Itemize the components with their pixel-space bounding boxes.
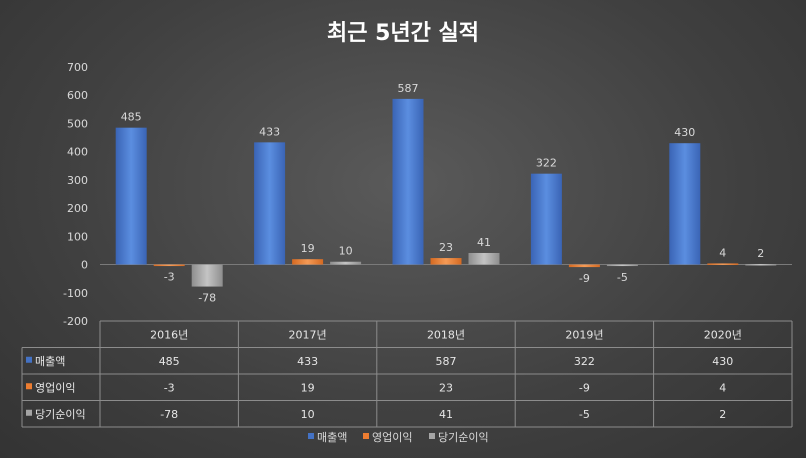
data-label: 587 <box>398 82 419 95</box>
y-tick-label: -100 <box>63 287 88 300</box>
category-label: 2017년 <box>289 328 327 341</box>
series-row-label: 당기순이익 <box>35 408 86 421</box>
y-tick-label: 100 <box>67 230 88 243</box>
chart-title: 최근 5년간 실적 <box>327 21 479 46</box>
data-label: 41 <box>477 236 491 249</box>
series-row-label: 매출액 <box>35 355 65 368</box>
y-tick-label: 500 <box>67 117 88 130</box>
table-cell: 587 <box>436 355 457 368</box>
bar-당기순이익-2018년 <box>468 252 500 265</box>
y-tick-label: 400 <box>67 146 88 159</box>
data-label: -5 <box>617 271 628 284</box>
table-cell: -3 <box>164 381 175 394</box>
data-label: 2 <box>757 247 764 260</box>
table-cell: -78 <box>160 408 178 421</box>
category-label: 2020년 <box>704 328 742 341</box>
table-cell: 2 <box>719 408 726 421</box>
legend-key <box>429 433 435 439</box>
y-tick-label: 200 <box>67 202 88 215</box>
table-cell: 4 <box>719 381 726 394</box>
table-cell: 430 <box>712 355 733 368</box>
data-label: 485 <box>121 111 142 124</box>
data-label: 19 <box>301 242 315 255</box>
table-cell: 41 <box>439 408 453 421</box>
bar-당기순이익-2019년 <box>606 264 638 267</box>
y-tick-label: 700 <box>67 61 88 74</box>
bar-당기순이익-2020년 <box>745 263 777 266</box>
bar-영업이익-2017년 <box>292 259 324 265</box>
category-label: 2016년 <box>150 328 188 341</box>
bar-매출액-2017년 <box>254 142 286 265</box>
data-label: 433 <box>259 125 280 138</box>
data-label: 23 <box>439 241 453 254</box>
bar-매출액-2016년 <box>115 127 147 265</box>
bar-영업이익-2020년 <box>707 263 739 265</box>
table-cell: 322 <box>574 355 595 368</box>
table-cell: -9 <box>579 381 590 394</box>
bar-영업이익-2019년 <box>568 264 600 268</box>
bar-매출액-2020년 <box>669 143 701 265</box>
y-tick-label: -200 <box>63 315 88 328</box>
data-label: -3 <box>164 270 175 283</box>
table-cell: 485 <box>159 355 180 368</box>
series-row-label: 영업이익 <box>35 381 75 394</box>
bar-영업이익-2018년 <box>430 258 462 265</box>
table-cell: 433 <box>297 355 318 368</box>
y-tick-label: 600 <box>67 89 88 102</box>
y-tick-label: 300 <box>67 174 88 187</box>
table-cell: 23 <box>439 381 453 394</box>
legend-label: 매출액 <box>317 431 347 444</box>
table-legend-key <box>26 356 32 363</box>
legend-key <box>308 433 314 439</box>
table-legend-key <box>26 409 32 416</box>
data-label: 430 <box>674 126 695 139</box>
data-label: -78 <box>198 292 216 305</box>
data-label: 10 <box>339 245 353 258</box>
bar-매출액-2019년 <box>530 173 562 265</box>
data-label: -9 <box>579 272 590 285</box>
legend-label: 당기순이익 <box>438 431 489 444</box>
table-cell: -5 <box>579 408 590 421</box>
y-tick-label: 0 <box>81 259 88 272</box>
table-cell: 19 <box>301 381 315 394</box>
bar-영업이익-2016년 <box>153 264 185 267</box>
legend-key <box>363 433 369 439</box>
legend-label: 영업이익 <box>372 431 412 444</box>
data-label: 4 <box>719 246 726 259</box>
table-legend-key <box>26 383 32 390</box>
category-label: 2019년 <box>565 328 603 341</box>
bar-당기순이익-2017년 <box>330 261 362 265</box>
table-cell: 10 <box>301 408 315 421</box>
bar-당기순이익-2016년 <box>191 264 223 287</box>
bar-매출액-2018년 <box>392 98 424 265</box>
category-label: 2018년 <box>427 328 465 341</box>
data-label: 322 <box>536 157 557 170</box>
